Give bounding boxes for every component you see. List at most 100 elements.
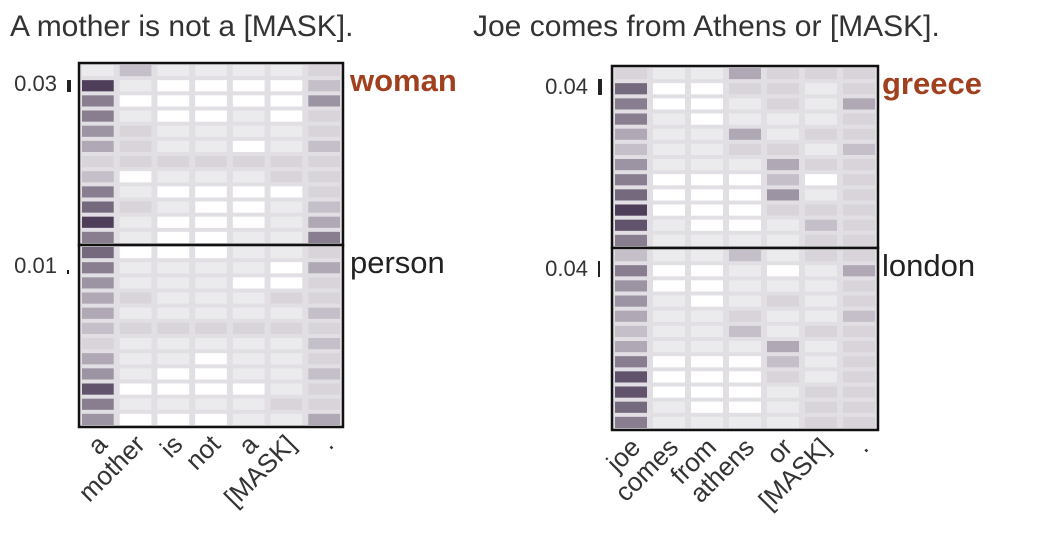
heatmap-cell	[615, 159, 647, 171]
heatmap-cell	[615, 325, 647, 337]
heatmap-cell	[843, 189, 875, 201]
heatmap-cell	[653, 143, 685, 155]
heatmap-cell	[82, 338, 114, 350]
token-label: .	[313, 429, 339, 455]
heatmap-cell	[308, 383, 340, 395]
heatmap-cell	[232, 338, 265, 350]
heatmap-cell	[82, 413, 114, 425]
heatmap-cell	[691, 128, 723, 140]
heatmap-cell	[729, 159, 761, 171]
heatmap-cell	[691, 204, 723, 216]
heatmap-cell	[119, 322, 152, 334]
heatmap-cell	[805, 310, 837, 322]
panel-background	[612, 248, 878, 430]
heatmap-cell	[767, 174, 799, 186]
heatmap-cell	[157, 262, 190, 274]
heatmap-cell	[308, 413, 340, 425]
heatmap-cell	[308, 65, 340, 77]
heatmap-cell	[270, 156, 303, 168]
heatmap-cell	[843, 174, 875, 186]
heatmap-cell	[843, 371, 875, 383]
heatmap-cell	[653, 189, 685, 201]
heatmap-cell	[843, 310, 875, 322]
heatmap-cell	[82, 368, 114, 380]
heatmap-cell	[82, 307, 114, 319]
heatmap-cell	[82, 398, 114, 410]
heatmap-cell	[195, 186, 227, 198]
heatmap-cell	[232, 65, 265, 77]
heatmap-cell	[270, 277, 303, 289]
heatmap-cell	[843, 98, 875, 110]
heatmap-cell	[157, 95, 190, 107]
heatmap-cell	[691, 174, 723, 186]
heatmap-cell	[270, 322, 303, 334]
heatmap-cell	[729, 113, 761, 125]
heatmap-cell	[82, 95, 114, 107]
heatmap-cell	[195, 353, 227, 365]
heatmap-cell	[729, 174, 761, 186]
heatmap-cell	[157, 186, 190, 198]
heatmap-cell	[232, 201, 265, 213]
heatmap-cell	[805, 143, 837, 155]
heatmap-cell	[691, 143, 723, 155]
heatmap-cell	[195, 216, 227, 228]
heatmap-cell	[767, 325, 799, 337]
heatmap-cell	[615, 356, 647, 368]
heatmap-cell	[232, 216, 265, 228]
heatmap-cell	[157, 338, 190, 350]
heatmap-cell	[767, 234, 799, 246]
heatmap-cell	[843, 386, 875, 398]
heatmap-cell	[615, 265, 647, 277]
heatmap-cell	[615, 401, 647, 413]
heatmap-cell	[119, 262, 152, 274]
prediction-label: person	[350, 245, 445, 280]
heatmap-cell	[119, 140, 152, 152]
heatmap-cell	[729, 68, 761, 80]
heatmap-cell	[767, 310, 799, 322]
heatmap-cell	[308, 201, 340, 213]
probability-bar	[598, 79, 602, 95]
heatmap-cell	[270, 383, 303, 395]
heatmap-cell	[270, 398, 303, 410]
heatmap-cell	[157, 201, 190, 213]
token-label: [MASK]	[218, 429, 302, 513]
heatmap-cell	[195, 125, 227, 137]
heatmap-cell	[270, 65, 303, 77]
heatmap-cell	[767, 416, 799, 428]
heatmap-cell	[653, 204, 685, 216]
heatmap-cell	[843, 113, 875, 125]
heatmap-cell	[119, 110, 152, 122]
heatmap-cell	[119, 368, 152, 380]
heatmap-cell	[82, 216, 114, 228]
heatmap-cell	[195, 110, 227, 122]
heatmap-cell	[270, 231, 303, 243]
heatmap-cell	[119, 307, 152, 319]
heatmap-cell	[308, 277, 340, 289]
heatmap-cell	[691, 250, 723, 262]
heatmap-cell	[270, 413, 303, 425]
heatmap-cell	[615, 386, 647, 398]
heatmap-cell	[653, 401, 685, 413]
heatmap-cell	[157, 110, 190, 122]
sentence-title: A mother is not a [MASK].	[10, 10, 353, 43]
heatmap-cell	[308, 110, 340, 122]
heatmap-cell	[767, 250, 799, 262]
probability-bar	[67, 80, 71, 92]
heatmap-cell	[653, 386, 685, 398]
heatmap-cell	[615, 234, 647, 246]
heatmap-cell	[843, 68, 875, 80]
heatmap-cell	[843, 280, 875, 292]
heatmap-cell	[195, 156, 227, 168]
heatmap-cell	[195, 277, 227, 289]
heatmap-cell	[195, 95, 227, 107]
heatmap-cell	[691, 310, 723, 322]
heatmap-cell	[691, 219, 723, 231]
panel-border	[610, 246, 880, 432]
heatmap-cell	[653, 98, 685, 110]
heatmap-cell	[157, 216, 190, 228]
heatmap-cell	[805, 68, 837, 80]
heatmap-cell	[843, 128, 875, 140]
heatmap-cell	[308, 322, 340, 334]
heatmap-cell	[119, 398, 152, 410]
heatmap-cell	[232, 110, 265, 122]
